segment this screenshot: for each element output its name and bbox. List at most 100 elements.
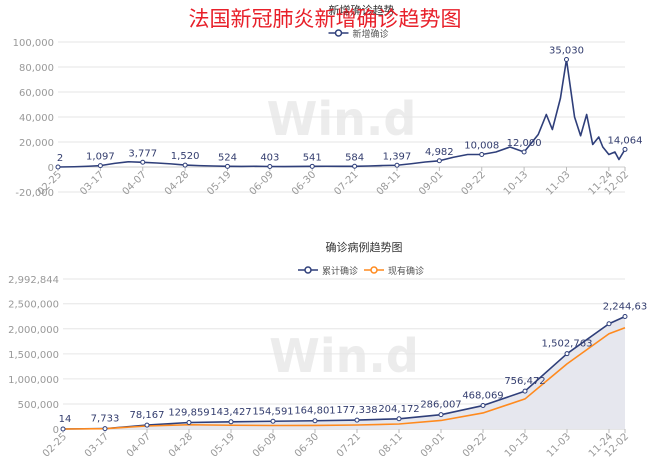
- y-tick-label: 1,500,000: [8, 350, 59, 361]
- data-label: 12,000: [507, 138, 542, 149]
- y-tick-label: 0: [48, 163, 54, 174]
- data-label: 204,172: [378, 404, 419, 415]
- data-label: 2,244,63: [603, 301, 648, 312]
- x-tick-label: 04-28: [163, 169, 191, 197]
- data-label: 7,733: [91, 414, 120, 425]
- legend-label-0: 新增确诊: [353, 28, 389, 40]
- y-tick-label: 100,000: [13, 38, 54, 49]
- data-label: 164,801: [294, 406, 335, 417]
- data-label: 403: [260, 152, 279, 163]
- data-point: [564, 351, 570, 357]
- data-label: 286,007: [420, 400, 461, 411]
- data-point: [396, 416, 402, 422]
- data-point: [436, 158, 442, 164]
- data-point: [270, 418, 276, 424]
- x-tick-label: 03-17: [83, 431, 111, 459]
- data-point: [480, 403, 486, 409]
- y-tick-label: 0: [53, 425, 59, 436]
- data-label: 1,097: [86, 152, 115, 163]
- x-tick-label: 03-17: [78, 169, 106, 197]
- data-label: 541: [303, 152, 322, 163]
- y-tick-label: 2,500,000: [8, 300, 59, 311]
- data-point: [521, 149, 527, 155]
- data-point: [352, 163, 358, 169]
- data-label: 1,502,763: [542, 339, 593, 350]
- x-tick-label: 06-30: [293, 431, 321, 459]
- x-tick-label: 07-21: [335, 431, 363, 459]
- data-label: 177,338: [336, 405, 377, 416]
- legend-label-0: 累计确诊: [322, 265, 358, 277]
- data-label: 10,008: [464, 140, 499, 151]
- data-label: 35,030: [549, 46, 584, 57]
- data-point: [60, 426, 66, 432]
- watermark: Win.d: [269, 329, 419, 383]
- data-point: [97, 163, 103, 169]
- data-label: 154,591: [252, 406, 293, 417]
- data-point: [622, 313, 628, 319]
- watermark: Win.d: [267, 92, 417, 146]
- x-tick-label: 06-09: [251, 431, 279, 459]
- data-point: [606, 321, 612, 327]
- data-point: [224, 163, 230, 169]
- data-point: [102, 426, 108, 432]
- x-tick-label: 06-30: [290, 169, 318, 197]
- x-tick-label: 10-13: [502, 169, 530, 197]
- data-label: 756,472: [504, 376, 545, 387]
- x-tick-label: 08-11: [375, 169, 403, 197]
- data-point: [309, 163, 315, 169]
- legend-marker-1: [370, 266, 378, 274]
- data-label: 3,777: [128, 148, 157, 159]
- legend-marker-0: [334, 29, 343, 37]
- y-tick-label: -20,000: [15, 188, 54, 199]
- x-tick-label: 09-01: [419, 431, 447, 459]
- data-point: [522, 388, 528, 394]
- data-point: [438, 412, 444, 418]
- data-point: [622, 146, 628, 152]
- x-tick-label: 09-01: [417, 169, 445, 197]
- data-label: 129,859: [168, 407, 209, 418]
- data-point: [55, 164, 61, 170]
- y-tick-label: 40,000: [19, 113, 54, 124]
- chart-title: 确诊病例趋势图: [326, 240, 403, 254]
- y-tick-label: 2,000,000: [8, 325, 59, 336]
- data-point: [182, 162, 188, 168]
- x-tick-label: 06-09: [248, 169, 276, 197]
- x-tick-label: 05-19: [205, 169, 233, 197]
- data-label: 4,982: [425, 147, 454, 158]
- x-tick-label: 09-22: [461, 431, 489, 459]
- data-label: 584: [345, 152, 364, 163]
- y-tick-label: 2,992,844: [8, 275, 59, 286]
- x-tick-label: 11-03: [545, 431, 573, 459]
- data-label: 14: [59, 414, 72, 425]
- data-label: 468,069: [462, 391, 503, 402]
- data-point: [228, 419, 234, 425]
- x-tick-label: 04-07: [125, 431, 153, 459]
- data-label: 143,427: [210, 407, 251, 418]
- y-tick-label: 60,000: [19, 88, 54, 99]
- y-tick-label: 20,000: [19, 138, 54, 149]
- data-point: [354, 417, 360, 423]
- legend-marker-0: [304, 266, 312, 274]
- data-point: [186, 419, 192, 425]
- chart-title: 新增确诊趋势: [329, 3, 395, 17]
- data-label: 78,167: [130, 410, 165, 421]
- data-point: [394, 162, 400, 168]
- data-point: [479, 151, 485, 157]
- data-label: 524: [218, 152, 237, 163]
- data-point: [563, 57, 569, 62]
- data-point: [144, 422, 150, 428]
- data-label: 1,520: [171, 151, 200, 162]
- legend-label-1: 现有确诊: [388, 265, 424, 277]
- y-tick-label: 80,000: [19, 63, 54, 74]
- x-tick-label: 09-22: [460, 169, 488, 197]
- data-label: 2: [57, 153, 63, 164]
- x-tick-label: 05-19: [209, 431, 237, 459]
- data-point: [140, 159, 146, 165]
- x-tick-label: 11-03: [544, 169, 572, 197]
- x-tick-label: 04-07: [121, 169, 149, 197]
- data-label: 1,397: [383, 151, 412, 162]
- x-tick-label: 08-11: [377, 431, 405, 459]
- series-area-0: [63, 316, 625, 429]
